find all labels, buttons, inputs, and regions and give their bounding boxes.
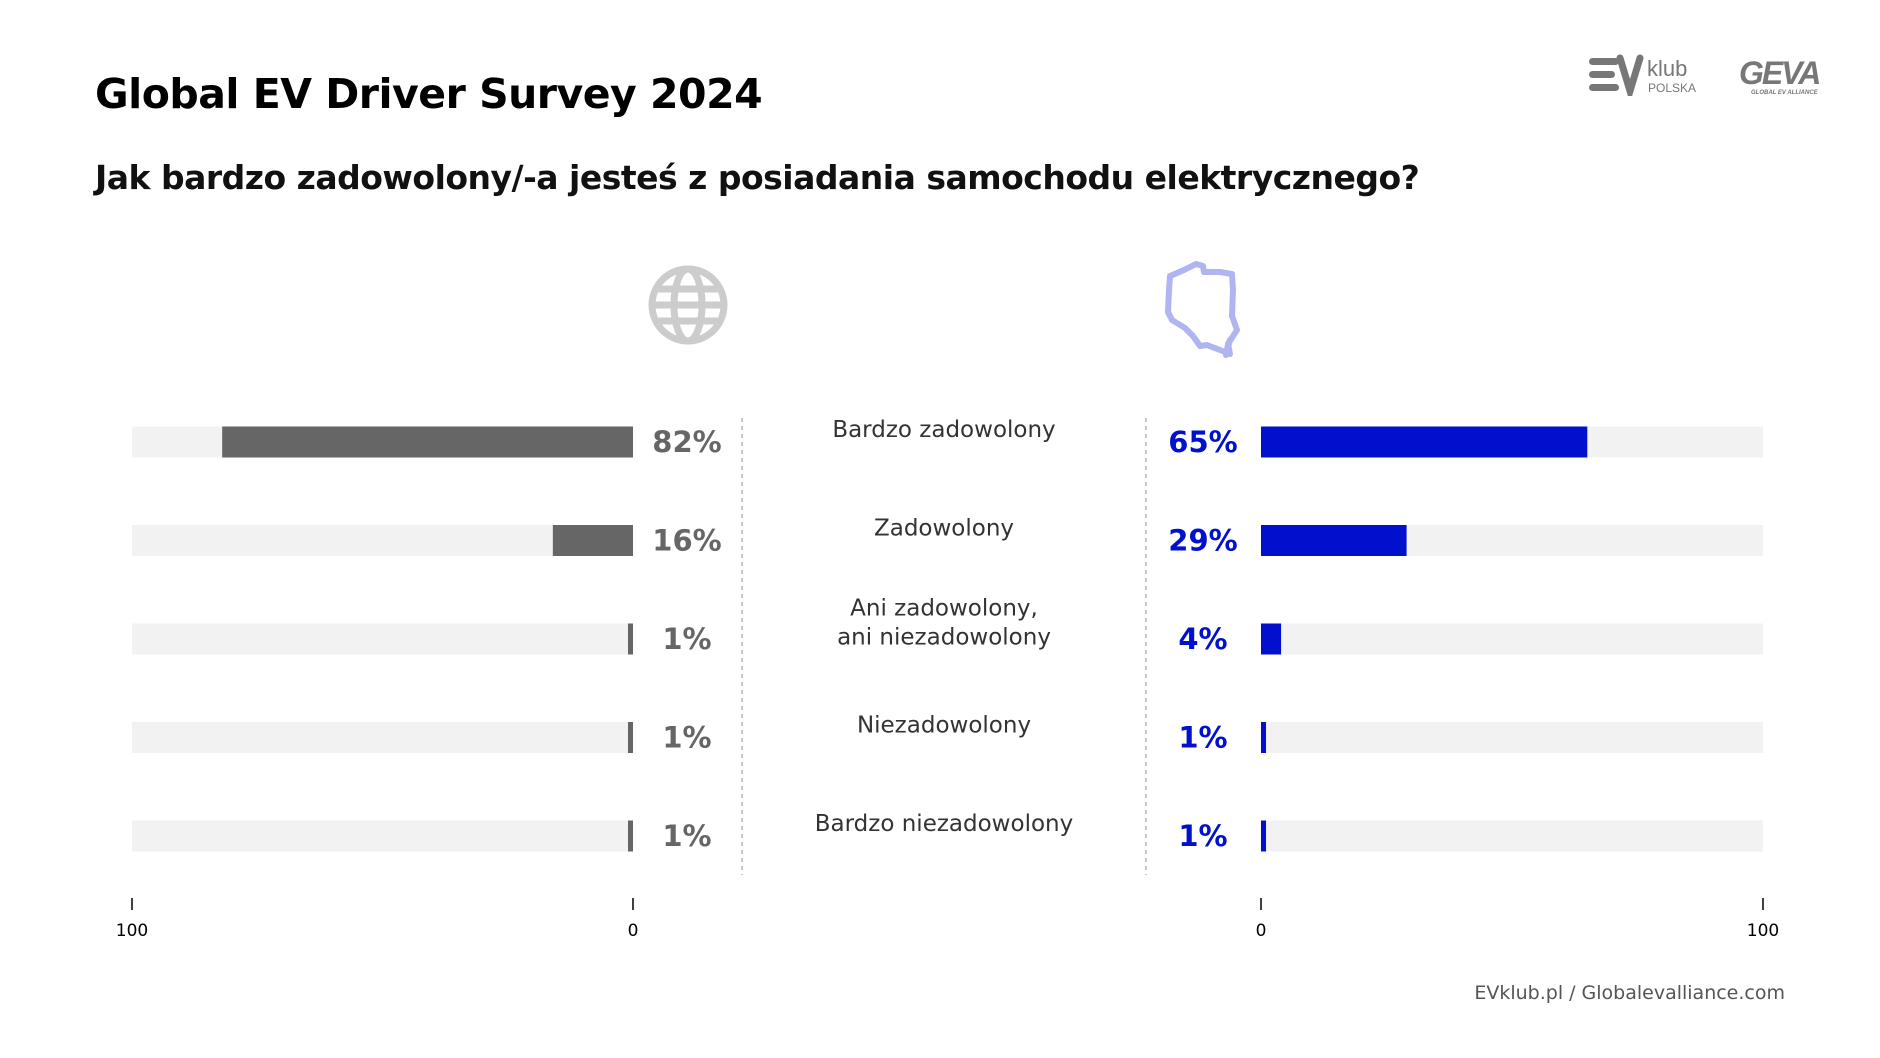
evklub-logo: klub POLSKA: [1589, 54, 1709, 96]
bar-poland: [1261, 426, 1588, 458]
bar-poland: [1261, 722, 1267, 753]
geva-logo: GEVA GLOBAL EV ALLIANCE: [1737, 54, 1829, 96]
footer-separator: /: [1569, 982, 1576, 1004]
category-label: Zadowolony: [874, 516, 1014, 542]
value-label-poland: 1%: [1178, 721, 1227, 755]
track-right: [1261, 623, 1763, 655]
value-label-global: 1%: [662, 622, 711, 656]
value-label-global: 1%: [662, 819, 711, 853]
footer: EVklub.pl / Globalevalliance.com: [1474, 982, 1785, 1004]
bar-global: [552, 525, 633, 556]
track-right: [1261, 820, 1763, 852]
svg-text:klub: klub: [1647, 56, 1687, 81]
tick-label: 100: [116, 921, 148, 941]
bar-poland: [1261, 820, 1267, 852]
track-left: [132, 722, 633, 753]
value-label-global: 16%: [652, 524, 721, 558]
bar-global: [627, 820, 633, 852]
value-label-poland: 29%: [1168, 524, 1237, 558]
chart-subtitle: Jak bardzo zadowolony/-a jesteś z posiad…: [95, 158, 1420, 197]
tick-label: 0: [1256, 921, 1267, 941]
track-left: [132, 623, 633, 655]
tick-label: 0: [628, 921, 639, 941]
svg-text:GEVA: GEVA: [1739, 55, 1819, 91]
value-label-poland: 4%: [1178, 622, 1227, 656]
tick-label: 100: [1747, 921, 1779, 941]
bar-global: [222, 426, 633, 458]
footer-link-geva[interactable]: Globalevalliance.com: [1581, 982, 1785, 1004]
globe-icon: [648, 265, 728, 345]
bar-global: [627, 623, 633, 655]
value-label-global: 1%: [662, 721, 711, 755]
svg-text:POLSKA: POLSKA: [1648, 81, 1696, 95]
svg-text:GLOBAL EV ALLIANCE: GLOBAL EV ALLIANCE: [1751, 90, 1819, 96]
page-title: Global EV Driver Survey 2024: [95, 70, 763, 118]
category-label: Niezadowolony: [857, 713, 1031, 739]
bar-global: [627, 722, 633, 753]
category-label: Bardzo niezadowolony: [815, 811, 1073, 837]
category-label: Ani zadowolony,: [850, 596, 1038, 622]
category-label: ani niezadowolony: [837, 625, 1051, 651]
bar-poland: [1261, 525, 1407, 556]
value-label-poland: 65%: [1168, 425, 1237, 459]
category-label: Bardzo zadowolony: [832, 417, 1055, 443]
track-right: [1261, 722, 1763, 753]
poland-map-icon: [1165, 261, 1240, 358]
value-label-poland: 1%: [1178, 819, 1227, 853]
track-left: [132, 820, 633, 852]
value-label-global: 82%: [652, 425, 721, 459]
footer-link-evklub[interactable]: EVklub.pl: [1474, 982, 1564, 1004]
bar-poland: [1261, 623, 1282, 655]
track-left: [132, 525, 633, 556]
